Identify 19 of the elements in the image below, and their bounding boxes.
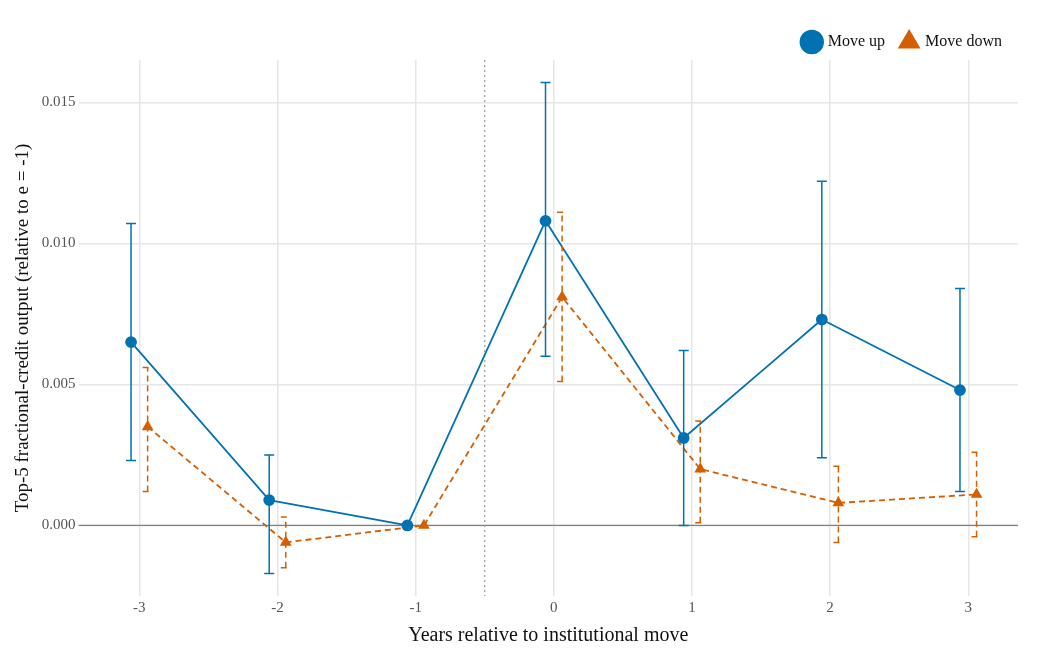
- x-axis-title: Years relative to institutional move: [408, 623, 689, 646]
- point: [418, 519, 430, 529]
- x-tick-label: 1: [688, 598, 696, 615]
- x-tick-label: 3: [964, 598, 973, 615]
- y-tick-label: 0.005: [41, 375, 76, 392]
- y-tick-label: 0.000: [41, 516, 76, 533]
- x-tick-label: -3: [133, 598, 146, 615]
- y-tick-label: 0.015: [41, 93, 76, 110]
- y-tick-label: 0.010: [41, 234, 76, 251]
- x-tick-label: 0: [550, 598, 558, 615]
- point: [401, 519, 414, 532]
- point: [142, 420, 153, 431]
- point: [971, 488, 982, 498]
- x-tick-label: -1: [409, 598, 422, 615]
- legend-label: Move down: [925, 32, 1003, 50]
- legend-label: Move up: [827, 32, 886, 51]
- x-tick-label: -2: [271, 598, 284, 615]
- y-axis-title: Top-5 fractional-credit output (relative to e = -1): [11, 143, 34, 513]
- x-tick-label: 2: [826, 598, 834, 615]
